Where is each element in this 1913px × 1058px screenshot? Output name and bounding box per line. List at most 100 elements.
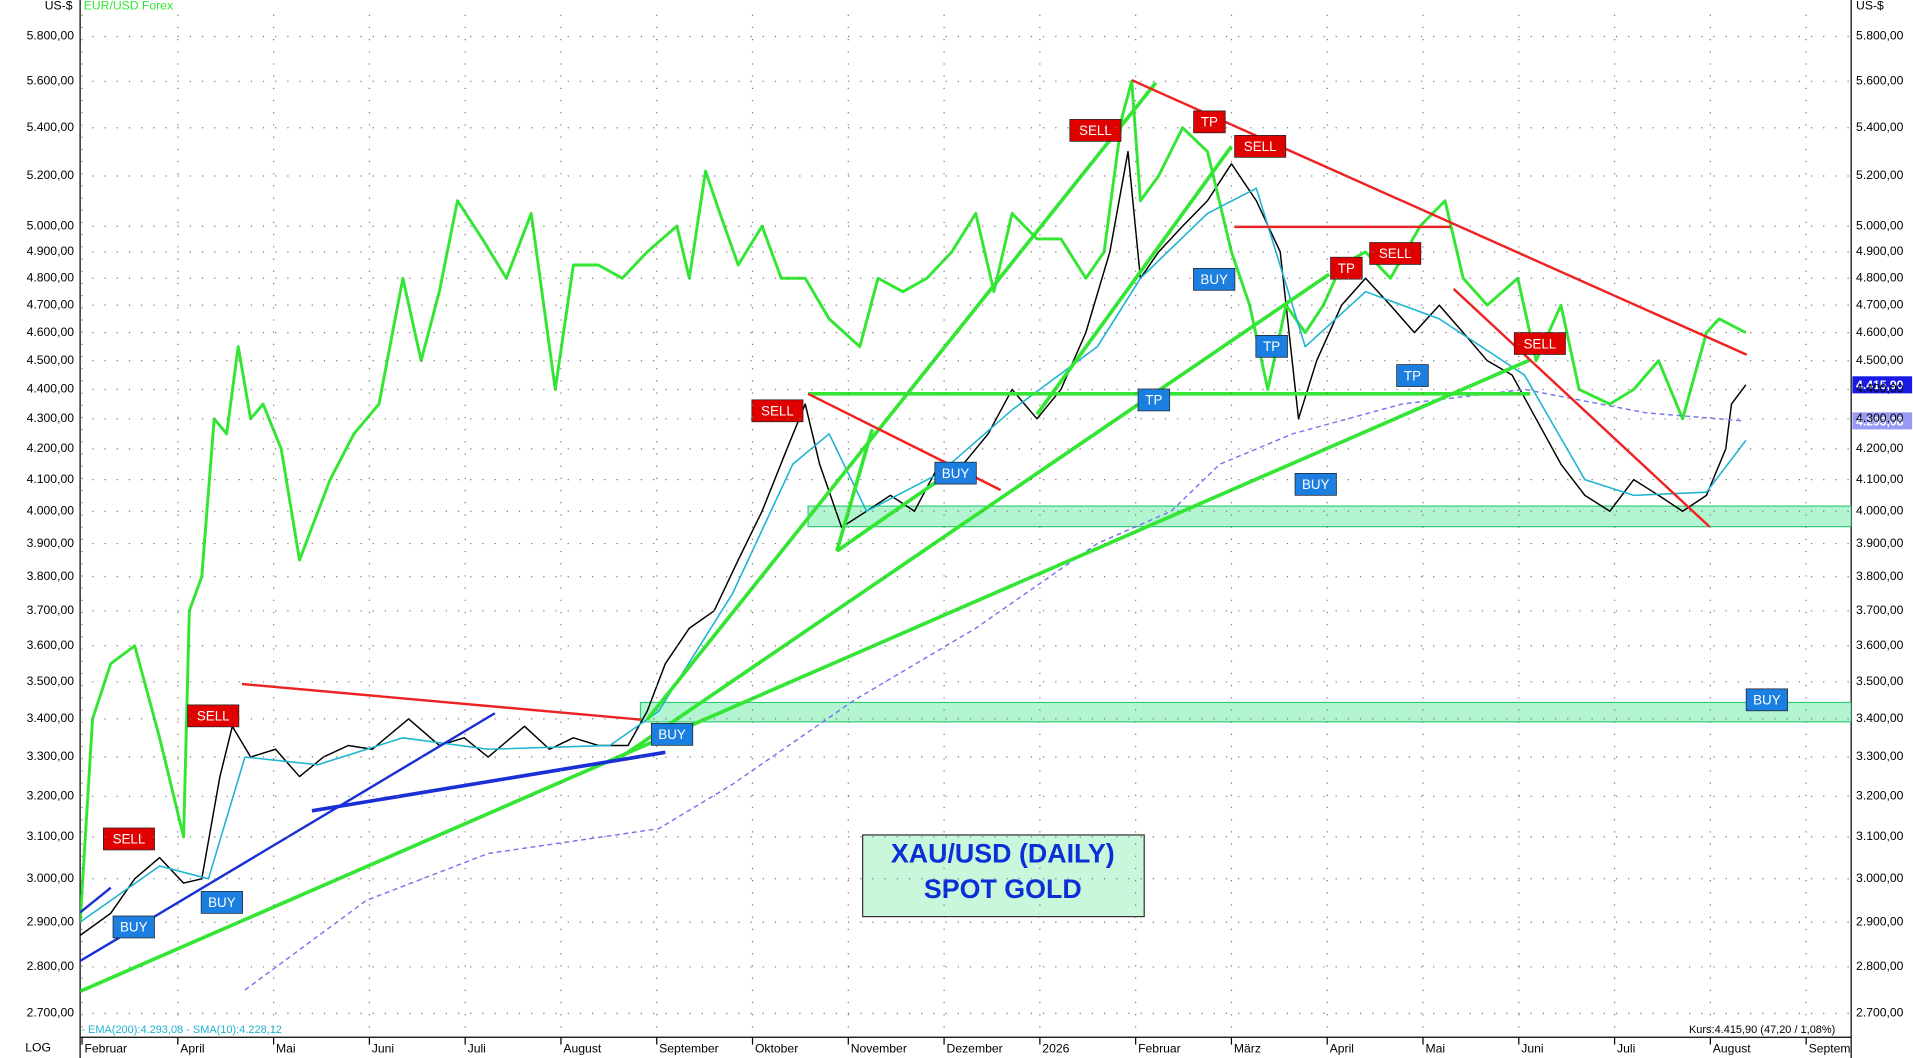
- y-tick-label-right: 3.000,00: [1856, 871, 1904, 885]
- y-tick-label-right: 3.800,00: [1856, 569, 1904, 583]
- y-tick-label: 4.500,00: [27, 353, 75, 367]
- signal-box: [1255, 334, 1288, 358]
- x-tick-label: August: [563, 1042, 602, 1056]
- trend-line: [1131, 79, 1748, 356]
- y-tick-label-right: 4.100,00: [1856, 472, 1904, 486]
- trend-line: [621, 272, 1331, 758]
- y-tick-label: 3.900,00: [27, 536, 75, 550]
- y-tick-label: 5.800,00: [27, 29, 75, 43]
- y-tick-label-right: 4.400,00: [1856, 382, 1904, 396]
- x-tick-label: April: [1330, 1042, 1354, 1056]
- price-tag-label: 4.293,08: [1856, 414, 1904, 428]
- signal-label: TP: [1404, 368, 1421, 383]
- y-tick-label: 4.200,00: [27, 441, 75, 455]
- y-tick-label-right: 3.100,00: [1856, 829, 1904, 843]
- y-tick-label: 4.000,00: [27, 503, 75, 517]
- x-tick-label: Februar: [84, 1042, 127, 1056]
- y-tick-label: 3.400,00: [27, 711, 75, 725]
- legend-entry: EUR/USD Forex: [84, 0, 173, 12]
- plot-lines: [80, 79, 1748, 994]
- x-tick-label: April: [180, 1042, 204, 1056]
- y-tick-label: 2.900,00: [27, 914, 75, 928]
- y-tick-label: 3.300,00: [27, 749, 75, 763]
- y-tick-label: 3.200,00: [27, 789, 75, 803]
- signal-box: [103, 827, 155, 851]
- signal-box: [200, 891, 243, 914]
- signal-label: TP: [1201, 115, 1218, 130]
- annotations: SELL BUY BUY SELL BUY SELL BUY SELL TP SELL BUY TP T…: [103, 110, 1913, 939]
- y-tick-label-right: 2.800,00: [1856, 959, 1904, 973]
- signal-box: [1193, 267, 1236, 291]
- y-tick-label-right: 4.300,00: [1856, 411, 1904, 425]
- chart-subtitle: SPOT GOLD: [924, 874, 1082, 904]
- y-tick-label: 3.000,00: [27, 871, 75, 885]
- signal-box: [1513, 332, 1566, 355]
- scale-label: LOG: [25, 1040, 51, 1054]
- y-tick-label: 5.400,00: [27, 120, 75, 134]
- signal-label: BUY: [1753, 693, 1781, 708]
- quote: Kurs:4.415,90 (47,20 / 1,08%): [1689, 1024, 1835, 1036]
- signal-box: [1234, 135, 1287, 158]
- signal-box: [934, 461, 977, 485]
- signal-label: BUY: [1302, 477, 1330, 492]
- x-tick-label: Juli: [1617, 1042, 1635, 1056]
- x-tick-label: Dezember: [947, 1042, 1003, 1056]
- y-tick-label: 5.600,00: [27, 74, 75, 88]
- x-tick-label: Mai: [1425, 1042, 1445, 1056]
- signal-box: [1294, 473, 1337, 496]
- y-tick-label-right: 3.500,00: [1856, 674, 1904, 688]
- y-tick-label: 5.200,00: [27, 168, 75, 182]
- signal-label: SELL: [113, 832, 146, 847]
- trend-line: [835, 428, 875, 552]
- signal-label: SELL: [1379, 246, 1412, 261]
- signal-label: BUY: [120, 920, 148, 935]
- trend-line: [80, 886, 112, 914]
- y-tick-label: 4.100,00: [27, 472, 75, 486]
- signal-label: SELL: [1244, 139, 1277, 154]
- y-tick-label: 4.700,00: [27, 297, 75, 311]
- y-tick-label: 3.800,00: [27, 569, 75, 583]
- y-tick-label-right: 4.800,00: [1856, 270, 1904, 284]
- y-tick-label-right: 4.500,00: [1856, 353, 1904, 367]
- signal-label: SELL: [1079, 123, 1112, 138]
- signal-box: [187, 704, 240, 728]
- signal-label: TP: [1263, 339, 1280, 354]
- signal-box: [1069, 119, 1122, 142]
- y-tick-label: 2.700,00: [27, 1006, 75, 1020]
- y-unit-left: US-$: [45, 0, 73, 12]
- y-tick-label-right: 5.800,00: [1856, 29, 1904, 43]
- signal-label: TP: [1338, 261, 1355, 276]
- signal-box: [1369, 242, 1422, 265]
- x-tick-label: November: [851, 1042, 907, 1056]
- y-tick-label: 4.300,00: [27, 411, 75, 425]
- signal-label: BUY: [1200, 272, 1228, 287]
- x-tick-label: August: [1713, 1042, 1752, 1056]
- chart-title: XAU/USD (DAILY): [891, 839, 1115, 869]
- x-tick-label: März: [1234, 1042, 1261, 1056]
- y-tick-label-right: 2.900,00: [1856, 914, 1904, 928]
- y-tick-label-right: 5.400,00: [1856, 120, 1904, 134]
- y-tick-label: 2.800,00: [27, 959, 75, 973]
- x-tick-label: Oktober: [755, 1042, 798, 1056]
- y-tick-label: 5.000,00: [27, 218, 75, 232]
- signal-box: [1330, 256, 1363, 280]
- signal-box: [1745, 688, 1788, 712]
- y-tick-label-right: 4.900,00: [1856, 244, 1904, 258]
- trend-line: [645, 81, 1158, 721]
- y-tick-label: 4.800,00: [27, 270, 75, 284]
- zones: [639, 505, 1852, 723]
- signal-label: BUY: [208, 895, 236, 910]
- trend-line: [1035, 145, 1233, 416]
- y-tick-label: 4.400,00: [27, 382, 75, 396]
- y-tick-label-right: 3.300,00: [1856, 749, 1904, 763]
- signal-box: [1193, 110, 1226, 134]
- x-tick-label: Mai: [276, 1042, 296, 1056]
- support-zone: [639, 701, 1852, 723]
- y-tick-label-right: 3.900,00: [1856, 536, 1904, 550]
- signal-box: [1396, 364, 1429, 387]
- y-tick-label-right: 4.600,00: [1856, 325, 1904, 339]
- y-tick-label-right: 3.400,00: [1856, 711, 1904, 725]
- trend-line: [311, 750, 666, 813]
- x-tick-label: September: [659, 1042, 719, 1056]
